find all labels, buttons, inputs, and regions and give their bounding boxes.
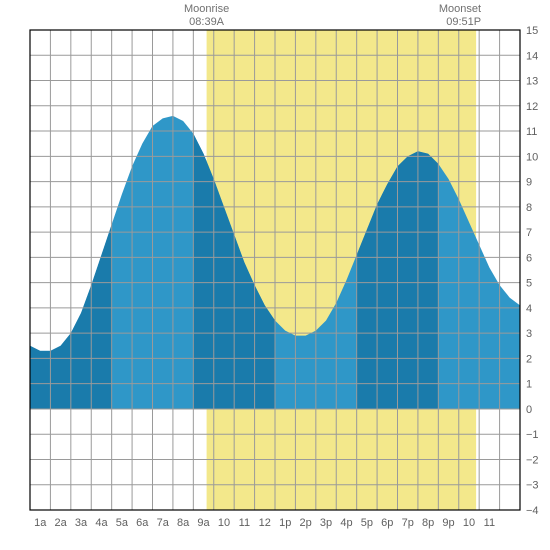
svg-text:4: 4	[526, 303, 532, 315]
svg-text:2a: 2a	[55, 517, 68, 529]
svg-text:14: 14	[526, 50, 538, 62]
svg-text:4a: 4a	[95, 517, 108, 529]
svg-text:10: 10	[218, 517, 230, 529]
svg-text:11: 11	[239, 517, 250, 529]
svg-text:7p: 7p	[402, 517, 414, 529]
svg-text:15: 15	[526, 25, 538, 37]
svg-text:10: 10	[463, 517, 475, 529]
svg-text:1a: 1a	[34, 517, 47, 529]
svg-text:3: 3	[526, 328, 532, 340]
svg-text:8: 8	[526, 202, 532, 214]
svg-text:2p: 2p	[300, 517, 312, 529]
svg-text:3p: 3p	[320, 517, 332, 529]
svg-text:5p: 5p	[361, 517, 373, 529]
svg-text:2: 2	[526, 353, 532, 365]
svg-text:8p: 8p	[422, 517, 434, 529]
svg-text:5a: 5a	[116, 517, 129, 529]
svg-text:1: 1	[526, 379, 532, 391]
tide-chart: Moonrise 08:39A Moonset 09:51P −4−3−2−10…	[0, 0, 550, 550]
svg-text:1p: 1p	[279, 517, 291, 529]
svg-text:7a: 7a	[157, 517, 170, 529]
svg-text:−3: −3	[526, 480, 539, 492]
svg-text:8a: 8a	[177, 517, 190, 529]
svg-text:5: 5	[526, 278, 532, 290]
svg-text:0: 0	[526, 404, 532, 416]
svg-text:9p: 9p	[442, 517, 454, 529]
svg-text:7: 7	[526, 227, 532, 239]
svg-text:10: 10	[526, 151, 538, 163]
x-axis-labels: 1a 2a 3a 4a 5a 6a 7a 8a 9a 10 11 12 1p 2p 3p 4p 5p 6p 7p 8p…	[34, 517, 495, 529]
tide-chart-svg: −4−3−2−101234567891011121314151a2a3a4a5a…	[0, 0, 550, 550]
svg-text:3a: 3a	[75, 517, 88, 529]
svg-text:9a: 9a	[197, 517, 210, 529]
svg-text:−2: −2	[526, 454, 539, 466]
moonset-label: Moonset 09:51P	[421, 3, 481, 29]
svg-text:6p: 6p	[381, 517, 393, 529]
svg-text:11: 11	[484, 517, 495, 529]
svg-text:11: 11	[526, 126, 537, 138]
svg-text:12: 12	[526, 101, 538, 113]
y-axis-labels: −4−3−2−10123456789101112131415	[526, 25, 539, 517]
svg-text:4p: 4p	[340, 517, 352, 529]
svg-text:6: 6	[526, 252, 532, 264]
svg-text:−4: −4	[526, 505, 539, 517]
svg-text:12: 12	[259, 517, 271, 529]
svg-text:9: 9	[526, 177, 532, 189]
moonrise-label: Moonrise 08:39A	[177, 3, 237, 29]
svg-text:−1: −1	[526, 429, 539, 441]
svg-text:13: 13	[526, 76, 538, 88]
svg-text:6a: 6a	[136, 517, 149, 529]
